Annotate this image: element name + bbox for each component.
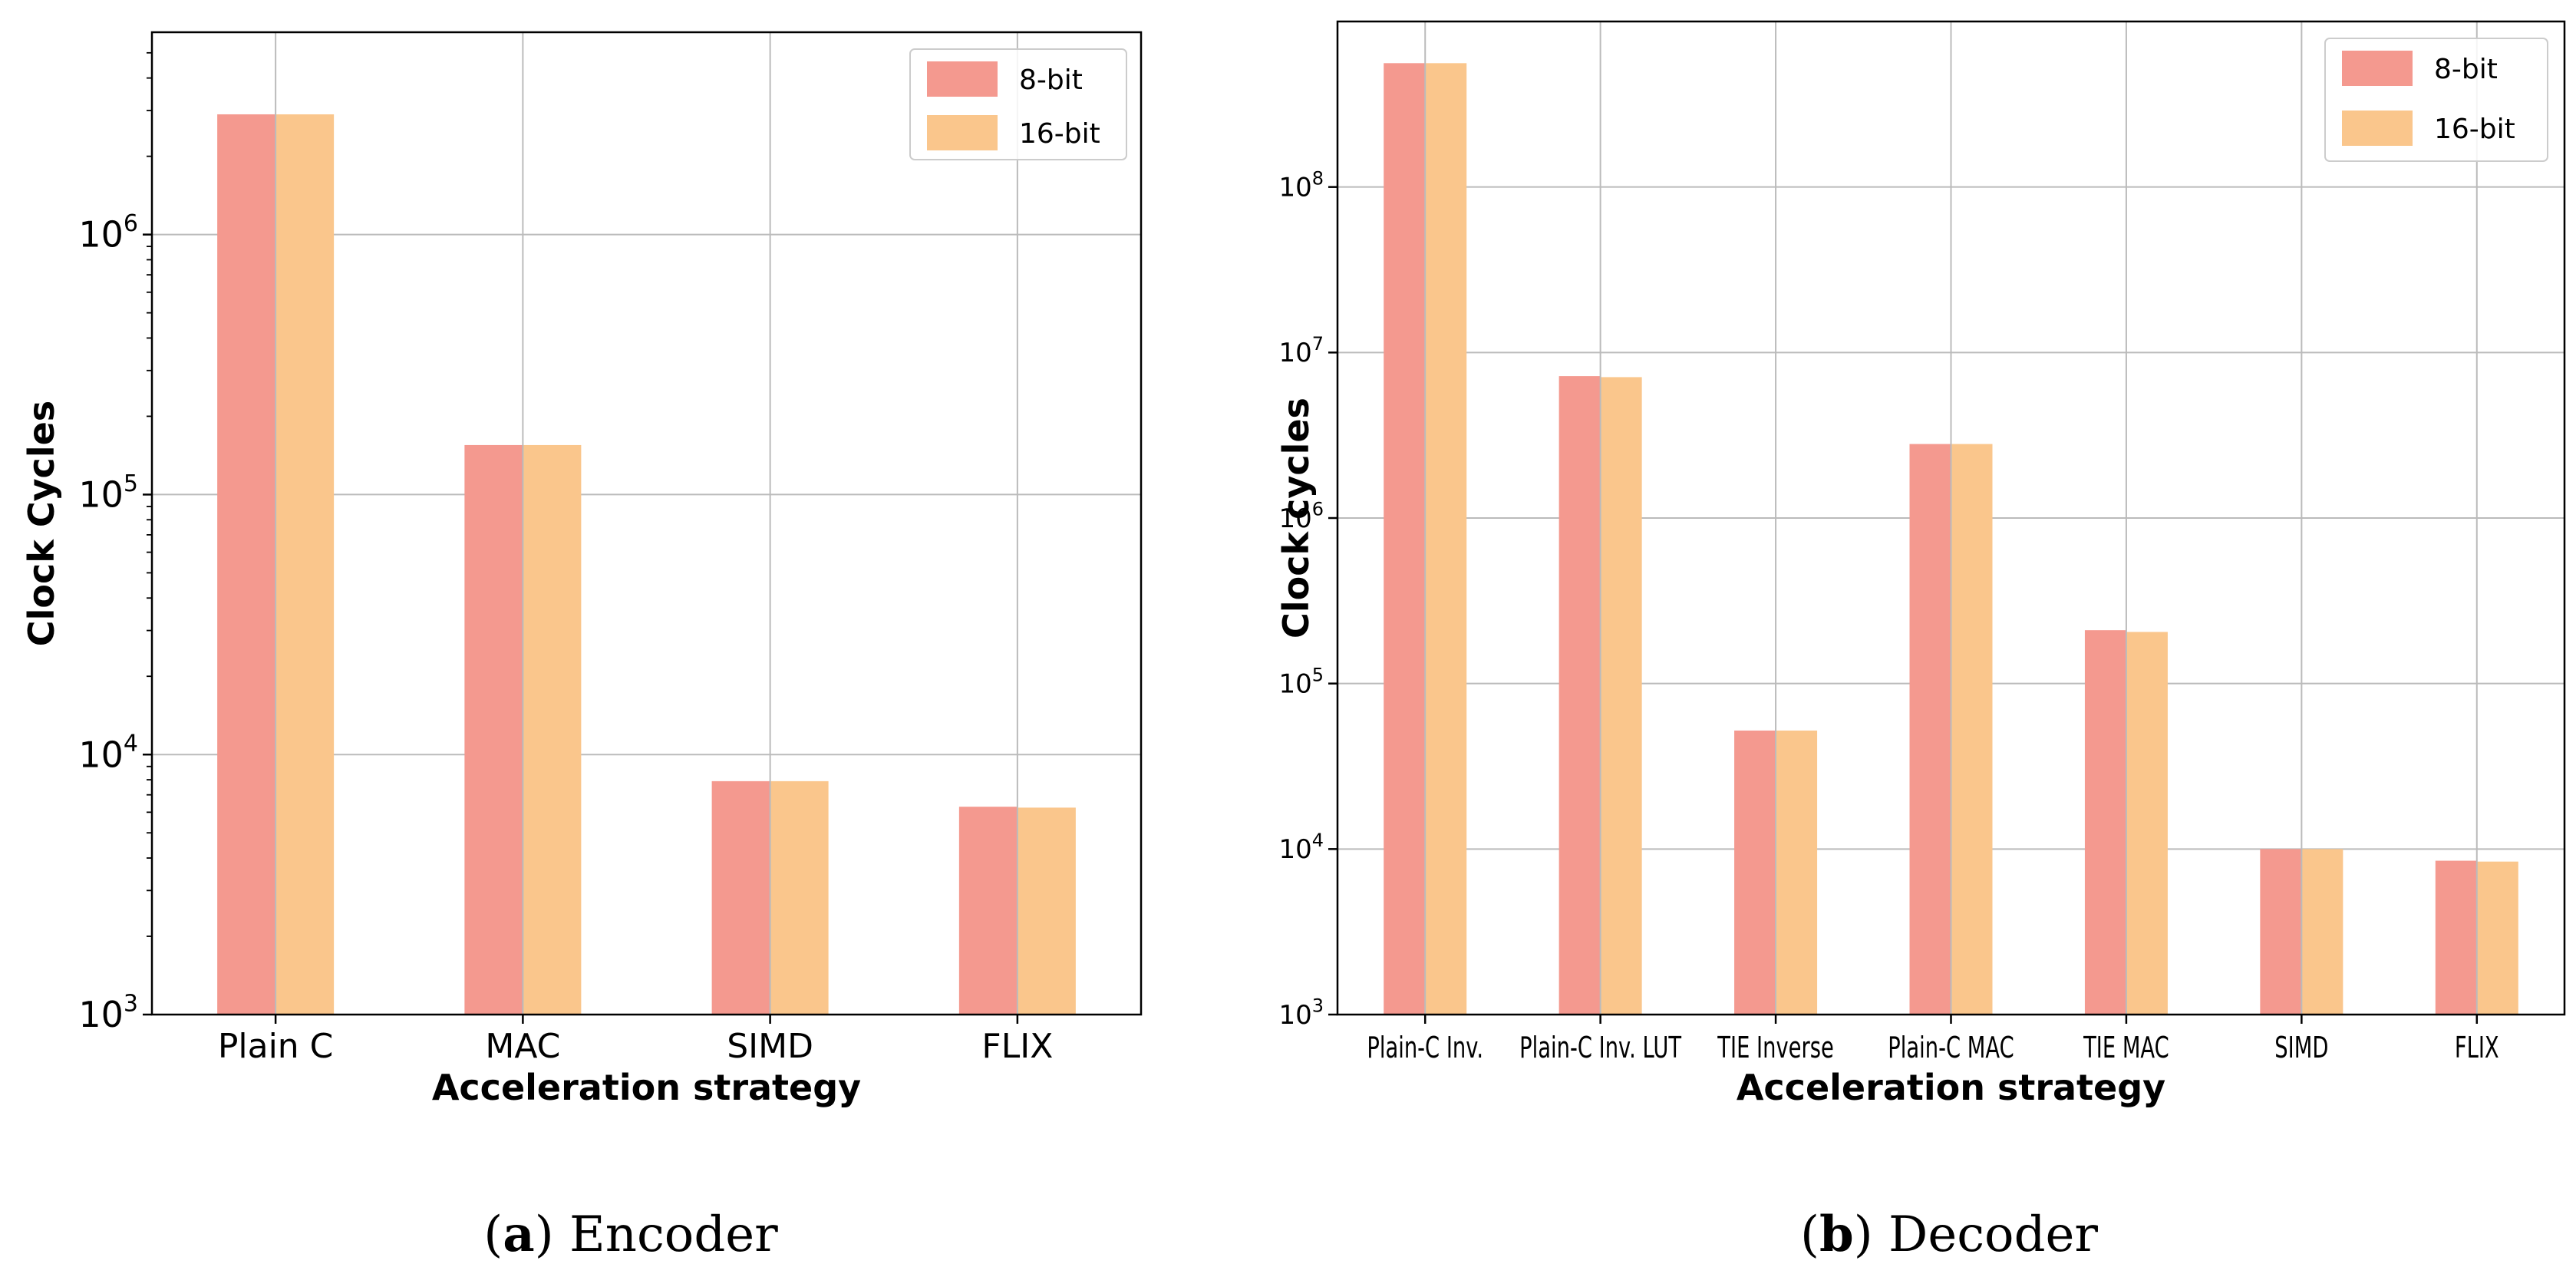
- y-tick-label: 106: [78, 210, 138, 256]
- x-tick-label: FLIX: [981, 1027, 1053, 1066]
- bar-16bit: [1017, 807, 1076, 1015]
- bar-8bit: [2260, 849, 2302, 1015]
- bar-16bit: [2476, 861, 2518, 1015]
- bar-8bit: [1384, 63, 1426, 1015]
- panel-decoder: 103 104 105 106 107 108 Plain-C Inv. Plain-C In…: [1275, 20, 2566, 1263]
- panel-caption: (a) Encoder: [483, 1206, 778, 1263]
- legend-label: 16-bit: [2434, 114, 2515, 145]
- bar-16bit: [523, 444, 582, 1015]
- x-axis-label: Acceleration strategy: [1737, 1067, 2165, 1108]
- y-tick-label: 105: [1278, 664, 1324, 699]
- legend-swatch-8bit: [2342, 51, 2413, 86]
- x-tick-label: Plain-C Inv. LUT: [1519, 1030, 1682, 1064]
- y-tick-label: 104: [1278, 830, 1324, 865]
- legend-swatch-16bit: [927, 115, 998, 150]
- x-tick-label: Plain-C MAC: [1888, 1030, 2014, 1064]
- y-axis-label: Clock Cycles: [21, 401, 62, 646]
- x-tick-label: MAC: [485, 1027, 560, 1066]
- bar-16bit: [1600, 377, 1642, 1015]
- x-tick-label: Plain C: [218, 1027, 334, 1066]
- legend-label: 16-bit: [1019, 118, 1100, 150]
- y-tick-label: 107: [1278, 333, 1324, 368]
- panel-encoder: 103 104 105 106 Plain C MAC SIMD FLIX Accelerati…: [21, 31, 1143, 1263]
- bar-16bit: [1951, 444, 1993, 1015]
- x-tick-label: FLIX: [2455, 1030, 2499, 1064]
- bar-16bit: [2126, 632, 2168, 1015]
- y-tick-label: 103: [1278, 995, 1324, 1031]
- bar-16bit: [770, 780, 829, 1015]
- bar-16bit: [275, 114, 335, 1015]
- bar-8bit: [711, 780, 770, 1015]
- bar-8bit: [217, 114, 276, 1015]
- legend-label: 8-bit: [2434, 54, 2498, 85]
- x-tick-label: SIMD: [2274, 1030, 2328, 1064]
- bar-16bit: [1425, 63, 1467, 1015]
- x-tick-label: SIMD: [727, 1027, 813, 1066]
- y-tick-label: 106: [1278, 499, 1324, 534]
- bar-16bit: [2301, 849, 2343, 1015]
- plot-frame: [150, 31, 1143, 1016]
- y-tick-label: 105: [78, 470, 138, 516]
- legend-label: 8-bit: [1019, 64, 1083, 96]
- bar-16bit: [1776, 730, 1818, 1015]
- y-tick-label: 108: [1278, 167, 1324, 203]
- legend-swatch-8bit: [927, 61, 998, 97]
- x-axis-label: Acceleration strategy: [432, 1067, 861, 1108]
- x-tick-label: TIE MAC: [2083, 1030, 2169, 1064]
- y-tick-label: 104: [78, 731, 138, 776]
- bar-8bit: [2435, 860, 2477, 1015]
- legend-swatch-16bit: [2342, 111, 2413, 146]
- x-tick-label: TIE Inverse: [1717, 1030, 1833, 1064]
- bar-8bit: [1558, 376, 1601, 1015]
- bar-8bit: [958, 807, 1018, 1015]
- bar-8bit: [464, 444, 523, 1015]
- bar-8bit: [1909, 444, 1951, 1015]
- bar-8bit: [2084, 630, 2126, 1015]
- bar-8bit: [1734, 730, 1776, 1015]
- y-tick-label: 103: [78, 990, 138, 1035]
- y-axis-label: Clock cycles: [1275, 398, 1317, 639]
- x-tick-label: Plain-C Inv.: [1367, 1030, 1483, 1064]
- panel-caption: (b) Decoder: [1800, 1206, 2098, 1263]
